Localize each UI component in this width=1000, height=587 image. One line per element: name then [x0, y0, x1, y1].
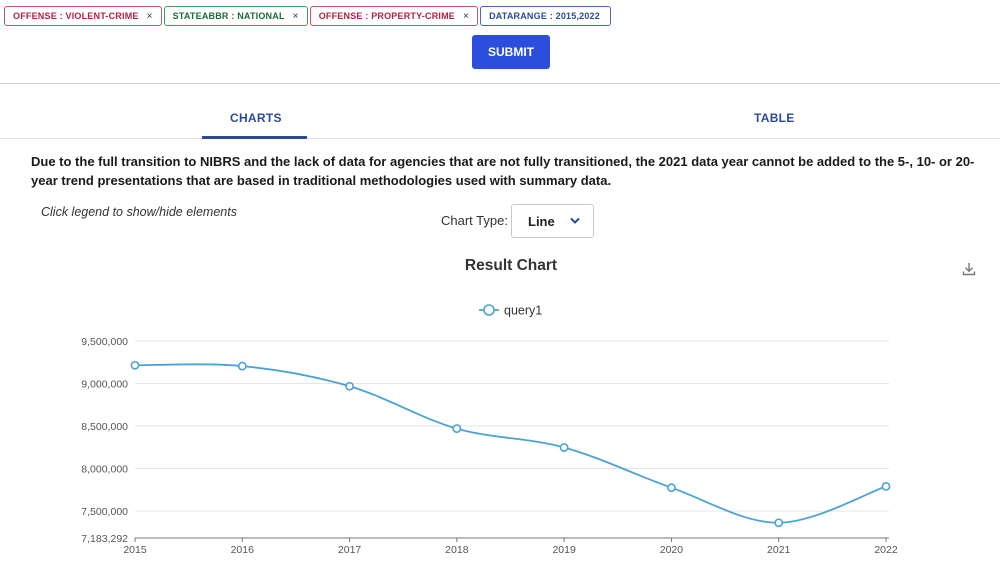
filter-chip-property-crime[interactable]: OFFENSE : PROPERTY-CRIME × — [309, 6, 479, 26]
divider — [0, 83, 1000, 84]
data-point — [452, 424, 462, 433]
active-tab-indicator — [202, 136, 307, 139]
filter-chip-label: OFFENSE : PROPERTY-CRIME — [318, 11, 456, 21]
y-tick-label: 7,183,292 — [81, 533, 128, 545]
chevron-down-icon — [570, 218, 580, 224]
close-icon[interactable]: × — [146, 10, 153, 22]
filter-chip-label: DATARANGE : 2015,2022 — [489, 11, 600, 21]
filter-chip-state[interactable]: STATEABBR : NATIONAL × — [163, 6, 308, 26]
data-point — [345, 381, 354, 391]
y-tick-label: 9,000,000 — [81, 379, 128, 391]
data-point — [130, 360, 140, 370]
close-icon[interactable]: × — [463, 10, 470, 22]
x-tick-label: 2016 — [231, 544, 255, 556]
nibrs-notice: Due to the full transition to NIBRS and … — [31, 154, 975, 188]
x-tick-label: 2020 — [660, 544, 684, 556]
download-icon[interactable] — [961, 261, 977, 277]
x-tick-label: 2019 — [552, 544, 576, 556]
filter-chip-label: STATEABBR : NATIONAL — [172, 11, 285, 21]
series-line-query1 — [134, 363, 887, 524]
line-chart: 7,183,292 7,500,000 8,000,000 8,500,000 9,00… — [81, 304, 898, 557]
legend-hint: Click legend to show/hide elements — [41, 205, 237, 219]
filter-chip-label: OFFENSE : VIOLENT-CRIME — [13, 11, 139, 21]
chart-type-select[interactable]: Line — [511, 204, 594, 238]
chart-type-label: Chart Type: — [441, 213, 508, 228]
x-tick-label: 2015 — [123, 544, 147, 556]
chart-title: Result Chart — [464, 257, 558, 274]
close-icon[interactable]: × — [292, 10, 299, 22]
tab-table[interactable]: TABLE — [754, 111, 795, 125]
x-tick-label: 2017 — [338, 544, 362, 556]
filter-chips: OFFENSE : VIOLENT-CRIME × STATEABBR : NA… — [4, 6, 611, 26]
submit-button[interactable]: SUBMIT — [472, 35, 550, 69]
y-tick-label: 8,000,000 — [81, 464, 128, 476]
legend-item-query1[interactable]: query1 — [479, 304, 542, 318]
data-point — [559, 443, 569, 452]
y-tick-label: 9,500,000 — [81, 336, 128, 348]
data-point — [237, 361, 247, 371]
y-tick-label: 8,500,000 — [81, 421, 128, 433]
filter-chip-date-range[interactable]: DATARANGE : 2015,2022 — [480, 6, 611, 26]
legend-marker — [483, 304, 495, 316]
legend-label: query1 — [504, 304, 542, 318]
data-point — [667, 483, 676, 493]
tab-charts[interactable]: CHARTS — [230, 111, 282, 125]
x-tick-label: 2022 — [874, 544, 898, 556]
data-point — [881, 482, 891, 491]
x-tick-label: 2021 — [767, 544, 791, 556]
filter-chip-violent-crime[interactable]: OFFENSE : VIOLENT-CRIME × — [4, 6, 162, 26]
view-tabs: CHARTS TABLE — [0, 84, 1000, 139]
data-point — [774, 518, 784, 528]
x-tick-label: 2018 — [445, 544, 469, 556]
chart-type-value: Line — [528, 213, 555, 229]
y-tick-label: 7,500,000 — [81, 506, 128, 518]
